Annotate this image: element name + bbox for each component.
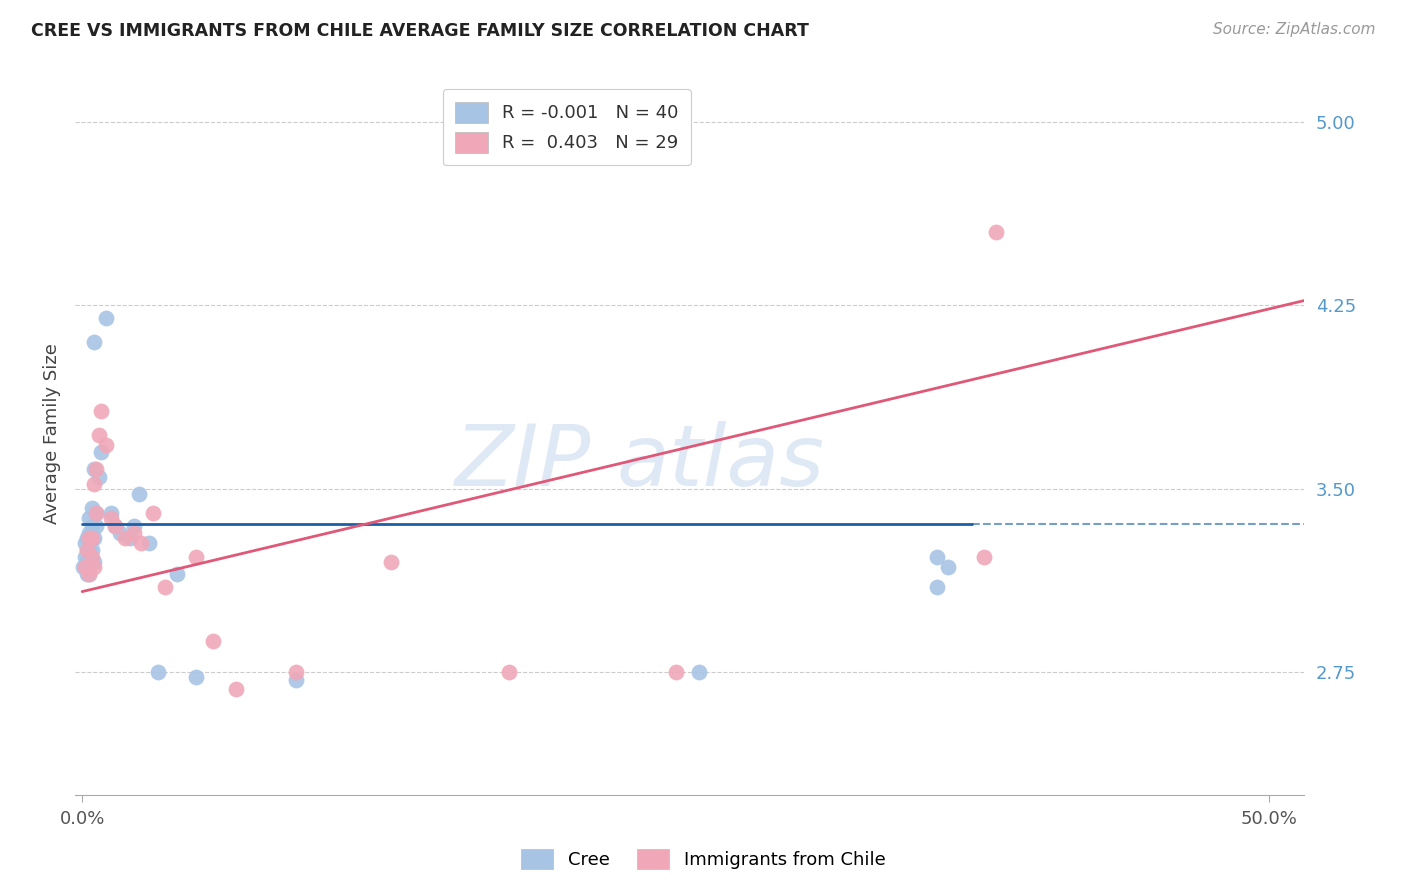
Point xyxy=(153,580,176,594)
Point xyxy=(80,501,103,516)
Point xyxy=(76,543,98,558)
Point xyxy=(138,535,160,549)
Point xyxy=(498,665,520,680)
Point xyxy=(94,438,117,452)
Y-axis label: Average Family Size: Average Family Size xyxy=(44,343,60,524)
Point xyxy=(124,518,146,533)
Point xyxy=(80,518,103,533)
Point xyxy=(80,550,103,565)
Point xyxy=(146,665,169,680)
Text: atlas: atlas xyxy=(616,421,824,504)
Point xyxy=(83,555,105,569)
Point xyxy=(94,310,117,325)
Point xyxy=(73,560,96,574)
Point xyxy=(90,445,112,459)
Point xyxy=(225,682,247,697)
Point xyxy=(86,462,108,476)
Point xyxy=(86,506,108,520)
Point xyxy=(83,334,105,349)
Point xyxy=(76,531,98,545)
Point xyxy=(77,543,100,558)
Point xyxy=(77,567,100,582)
Point xyxy=(80,531,103,545)
Point xyxy=(76,555,98,569)
Point xyxy=(77,525,100,540)
Point xyxy=(201,633,224,648)
Point xyxy=(114,531,136,545)
Point xyxy=(73,550,96,565)
Point xyxy=(925,580,948,594)
Point xyxy=(72,560,94,574)
Point xyxy=(76,543,98,558)
Point xyxy=(80,531,103,545)
Point xyxy=(925,550,948,565)
Text: CREE VS IMMIGRANTS FROM CHILE AVERAGE FAMILY SIZE CORRELATION CHART: CREE VS IMMIGRANTS FROM CHILE AVERAGE FA… xyxy=(31,22,808,40)
Point xyxy=(86,518,108,533)
Point xyxy=(77,567,100,582)
Point xyxy=(118,531,141,545)
Point xyxy=(973,550,995,565)
Point xyxy=(938,560,960,574)
Point xyxy=(108,525,131,540)
Text: Source: ZipAtlas.com: Source: ZipAtlas.com xyxy=(1212,22,1375,37)
Point xyxy=(87,428,110,442)
Point xyxy=(83,462,105,476)
Point xyxy=(100,506,122,520)
Point xyxy=(142,506,165,520)
Point xyxy=(284,673,307,687)
Point xyxy=(104,518,127,533)
Point xyxy=(73,535,96,549)
Point xyxy=(984,225,1007,239)
Point xyxy=(166,567,188,582)
Point xyxy=(80,543,103,558)
Point xyxy=(664,665,686,680)
Point xyxy=(380,555,402,569)
Point xyxy=(131,535,153,549)
Point xyxy=(77,531,100,545)
Legend: Cree, Immigrants from Chile: Cree, Immigrants from Chile xyxy=(512,839,894,879)
Point xyxy=(128,487,150,501)
Point xyxy=(83,560,105,574)
Point xyxy=(688,665,710,680)
Point xyxy=(76,567,98,582)
Legend: R = -0.001   N = 40, R =  0.403   N = 29: R = -0.001 N = 40, R = 0.403 N = 29 xyxy=(443,89,692,165)
Point xyxy=(83,477,105,491)
Point xyxy=(284,665,307,680)
Point xyxy=(100,511,122,525)
Point xyxy=(86,506,108,520)
Point xyxy=(124,525,146,540)
Point xyxy=(90,403,112,417)
Point xyxy=(77,555,100,569)
Point xyxy=(104,518,127,533)
Point xyxy=(184,550,207,565)
Point xyxy=(77,511,100,525)
Text: ZIP: ZIP xyxy=(456,421,592,504)
Point xyxy=(184,670,207,684)
Point xyxy=(87,469,110,483)
Point xyxy=(83,531,105,545)
